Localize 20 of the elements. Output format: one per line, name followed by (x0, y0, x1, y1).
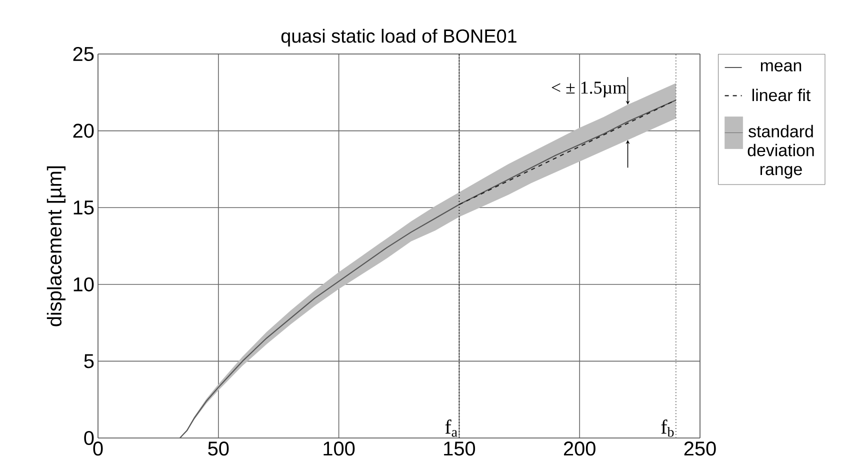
x-tick-label: 50 (208, 442, 229, 456)
y-tick-label: 5 (84, 354, 94, 368)
x-tick-label: 250 (684, 442, 716, 456)
x-tick-label: 0 (93, 442, 103, 456)
y-tick-label: 20 (73, 124, 94, 138)
ref-line-label: f$_{a}$ (445, 420, 458, 437)
ref-line-label: f$_{b}$ (661, 420, 674, 437)
x-tick-label: 150 (444, 442, 476, 456)
x-tick-label: 100 (324, 442, 355, 456)
y-tick-label: 15 (74, 200, 94, 215)
y-axis-title: displacement [µm] (46, 166, 66, 326)
legend-label: mean (760, 62, 802, 72)
x-tick-label: 200 (564, 442, 596, 456)
text: standard deviation range (748, 124, 814, 179)
annotation: < ± 1.5µm (552, 82, 626, 98)
y-tick-label: 25 (73, 46, 94, 62)
y-tick-label: 10 (74, 277, 94, 292)
y-tick-label: 0 (84, 430, 94, 446)
legend-label: linear fit (752, 88, 810, 102)
chart-title: quasi static load of BONE01 (281, 28, 516, 46)
